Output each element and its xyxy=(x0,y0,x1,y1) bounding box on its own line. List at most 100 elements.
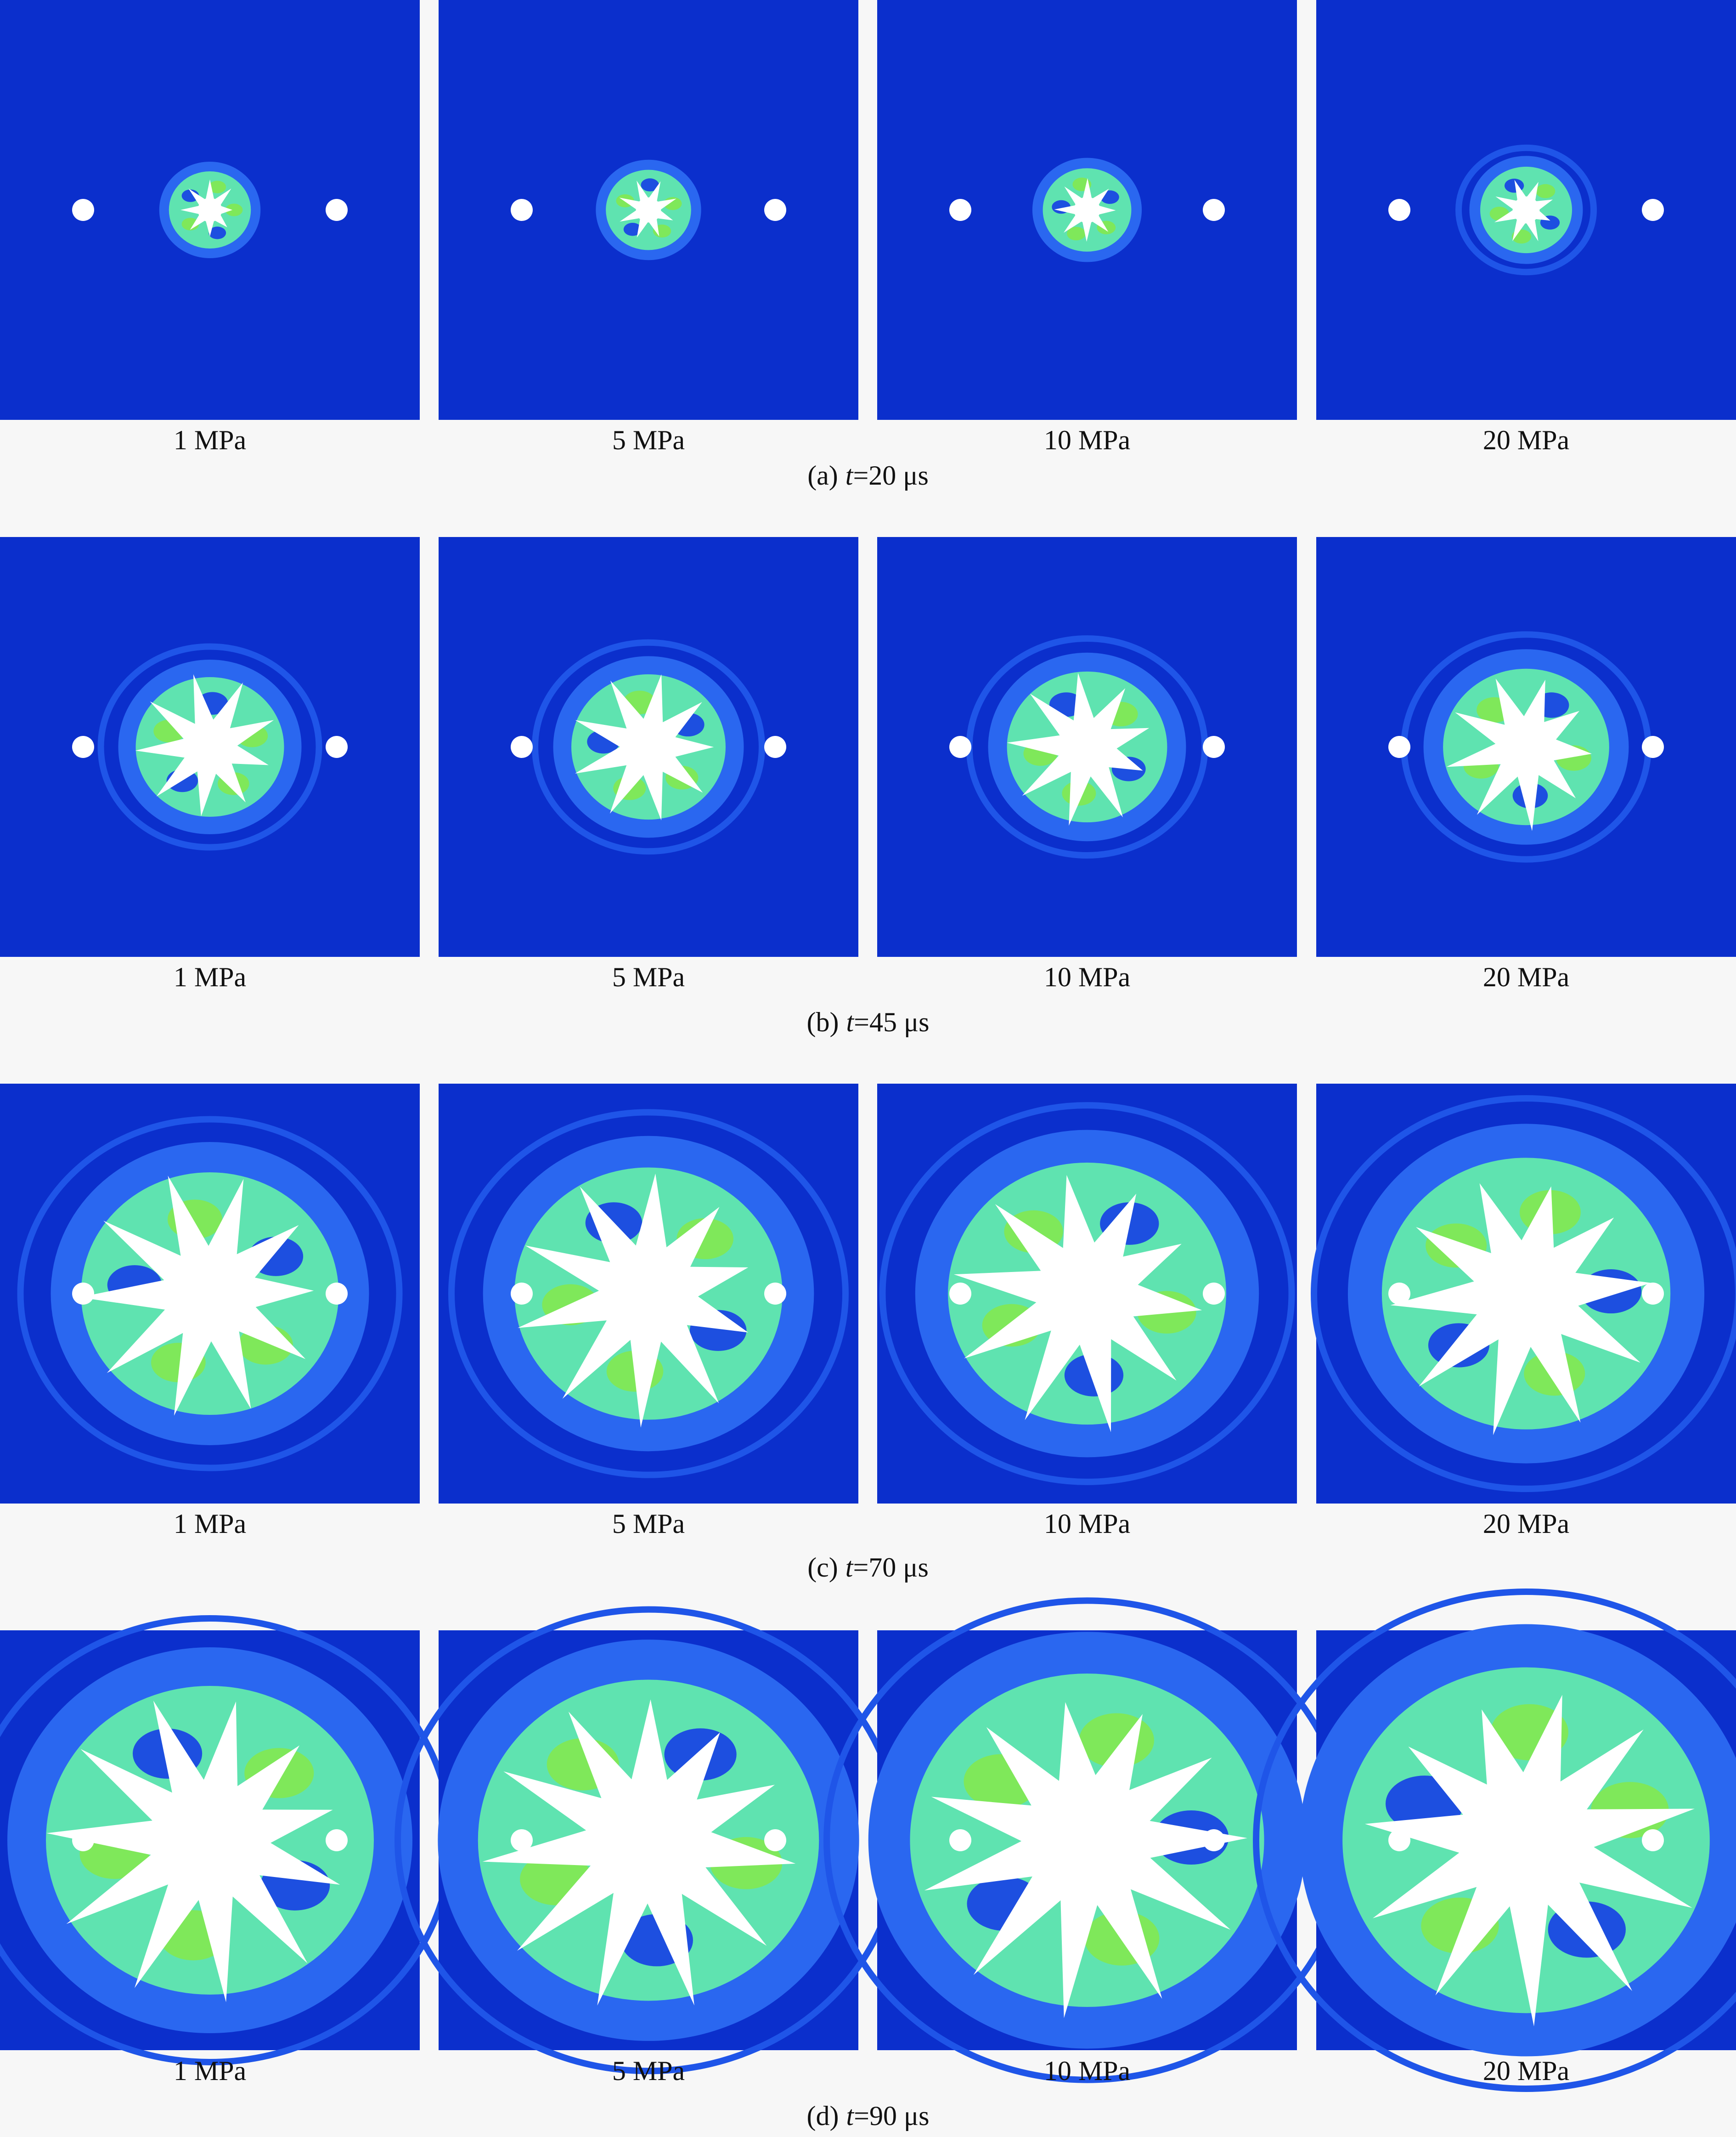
stress-wave xyxy=(532,639,765,855)
row-caption: (a) t=20 μs xyxy=(807,460,929,491)
damage-patch xyxy=(209,226,226,239)
caption-variable: t xyxy=(845,1552,854,1583)
simulation-panel xyxy=(0,537,420,957)
empty-hole-right xyxy=(1642,1829,1664,1851)
borehole-center xyxy=(1483,1251,1569,1336)
empty-hole-right xyxy=(1642,1283,1664,1305)
empty-hole-right xyxy=(1203,1829,1225,1851)
caption-value: =70 μs xyxy=(853,1552,928,1583)
stress-wave xyxy=(879,1102,1295,1485)
borehole-center xyxy=(197,198,222,222)
borehole-center xyxy=(636,197,661,223)
caption-label: (a) xyxy=(807,460,838,491)
row-caption: (b) t=45 μs xyxy=(807,1007,930,1037)
simulation-panel xyxy=(823,1597,1351,2083)
borehole-center xyxy=(1472,1786,1580,1894)
empty-hole-left xyxy=(1388,1283,1410,1305)
panel-label: 20 MPa xyxy=(1483,1509,1569,1539)
empty-hole-left xyxy=(949,736,971,758)
caption-value: =20 μs xyxy=(853,460,928,491)
stress-wave xyxy=(1311,1095,1736,1492)
simulation-panel xyxy=(439,1084,858,1504)
caption-value: =90 μs xyxy=(854,2101,929,2131)
empty-hole-left xyxy=(511,199,533,221)
empty-hole-left xyxy=(949,1283,971,1305)
empty-hole-right xyxy=(1203,1283,1225,1305)
damage-patch xyxy=(1066,226,1086,241)
empty-hole-left xyxy=(949,199,971,221)
empty-hole-left xyxy=(511,1283,533,1305)
empty-hole-right xyxy=(1642,199,1664,221)
borehole-center xyxy=(1512,196,1540,224)
borehole-center xyxy=(172,1255,248,1332)
empty-hole-left xyxy=(1388,736,1410,758)
caption-label: (b) xyxy=(807,1007,839,1037)
panel-label: 10 MPa xyxy=(1044,962,1130,992)
empty-hole-right xyxy=(326,736,348,758)
empty-hole-right xyxy=(764,736,786,758)
borehole-center xyxy=(188,725,232,769)
caption-value: =45 μs xyxy=(854,1007,929,1037)
simulation-panel xyxy=(439,0,858,420)
stress-wave xyxy=(1253,1589,1736,2092)
stress-wave xyxy=(448,1109,849,1478)
panel-label: 5 MPa xyxy=(612,425,685,455)
simulation-panel xyxy=(1253,1589,1736,2092)
panel-label: 10 MPa xyxy=(1044,425,1130,455)
empty-hole-right xyxy=(764,1829,786,1851)
borehole-center xyxy=(1035,1788,1139,1893)
damage-patch xyxy=(209,181,226,193)
empty-hole-left xyxy=(72,1283,94,1305)
row-caption: (c) t=70 μs xyxy=(807,1552,929,1583)
damage-patch xyxy=(641,178,659,192)
panel-label: 1 MPa xyxy=(174,2056,246,2086)
borehole-center xyxy=(609,1254,688,1333)
borehole-center xyxy=(1501,722,1551,772)
simulation-panel xyxy=(877,0,1297,420)
panel-label: 10 MPa xyxy=(1044,2056,1130,2086)
empty-hole-right xyxy=(1642,736,1664,758)
simulation-panel xyxy=(1316,0,1736,420)
stress-wave xyxy=(97,643,322,851)
simulation-panel xyxy=(0,0,420,420)
panel-label: 1 MPa xyxy=(174,425,246,455)
simulation-panel xyxy=(439,537,858,957)
empty-hole-right xyxy=(1203,736,1225,758)
borehole-center xyxy=(1074,197,1100,223)
empty-hole-left xyxy=(72,199,94,221)
simulation-panel xyxy=(877,537,1297,957)
damage-patch xyxy=(1536,184,1556,198)
panel-label: 1 MPa xyxy=(174,962,246,992)
stress-wave xyxy=(1455,144,1597,276)
caption-variable: t xyxy=(846,1007,854,1037)
panel-label: 1 MPa xyxy=(174,1509,246,1539)
simulation-panel xyxy=(1311,1084,1736,1504)
empty-hole-left xyxy=(72,736,94,758)
panel-label: 20 MPa xyxy=(1483,962,1569,992)
empty-hole-right xyxy=(764,1283,786,1305)
borehole-center xyxy=(1046,1252,1128,1335)
empty-hole-right xyxy=(326,1829,348,1851)
empty-hole-right xyxy=(1203,199,1225,221)
simulation-panel xyxy=(877,1084,1297,1504)
stress-wave xyxy=(17,1116,403,1471)
empty-hole-left xyxy=(511,1829,533,1851)
caption-label: (c) xyxy=(807,1552,838,1583)
damage-patch xyxy=(225,204,243,216)
borehole-center xyxy=(626,724,671,770)
panel-label: 5 MPa xyxy=(612,2056,685,2086)
borehole-center xyxy=(1063,723,1111,771)
empty-hole-left xyxy=(949,1829,971,1851)
damage-patch xyxy=(623,223,642,236)
simulation-panel xyxy=(395,1606,902,2075)
borehole-center xyxy=(162,1792,258,1888)
panel-label: 20 MPa xyxy=(1483,2056,1569,2086)
simulation-panel xyxy=(0,1615,454,2065)
simulation-panel xyxy=(1316,537,1736,957)
empty-hole-right xyxy=(326,199,348,221)
caption-variable: t xyxy=(845,460,854,491)
caption-variable: t xyxy=(846,2101,854,2131)
empty-hole-left xyxy=(511,736,533,758)
panel-label: 10 MPa xyxy=(1044,1509,1130,1539)
